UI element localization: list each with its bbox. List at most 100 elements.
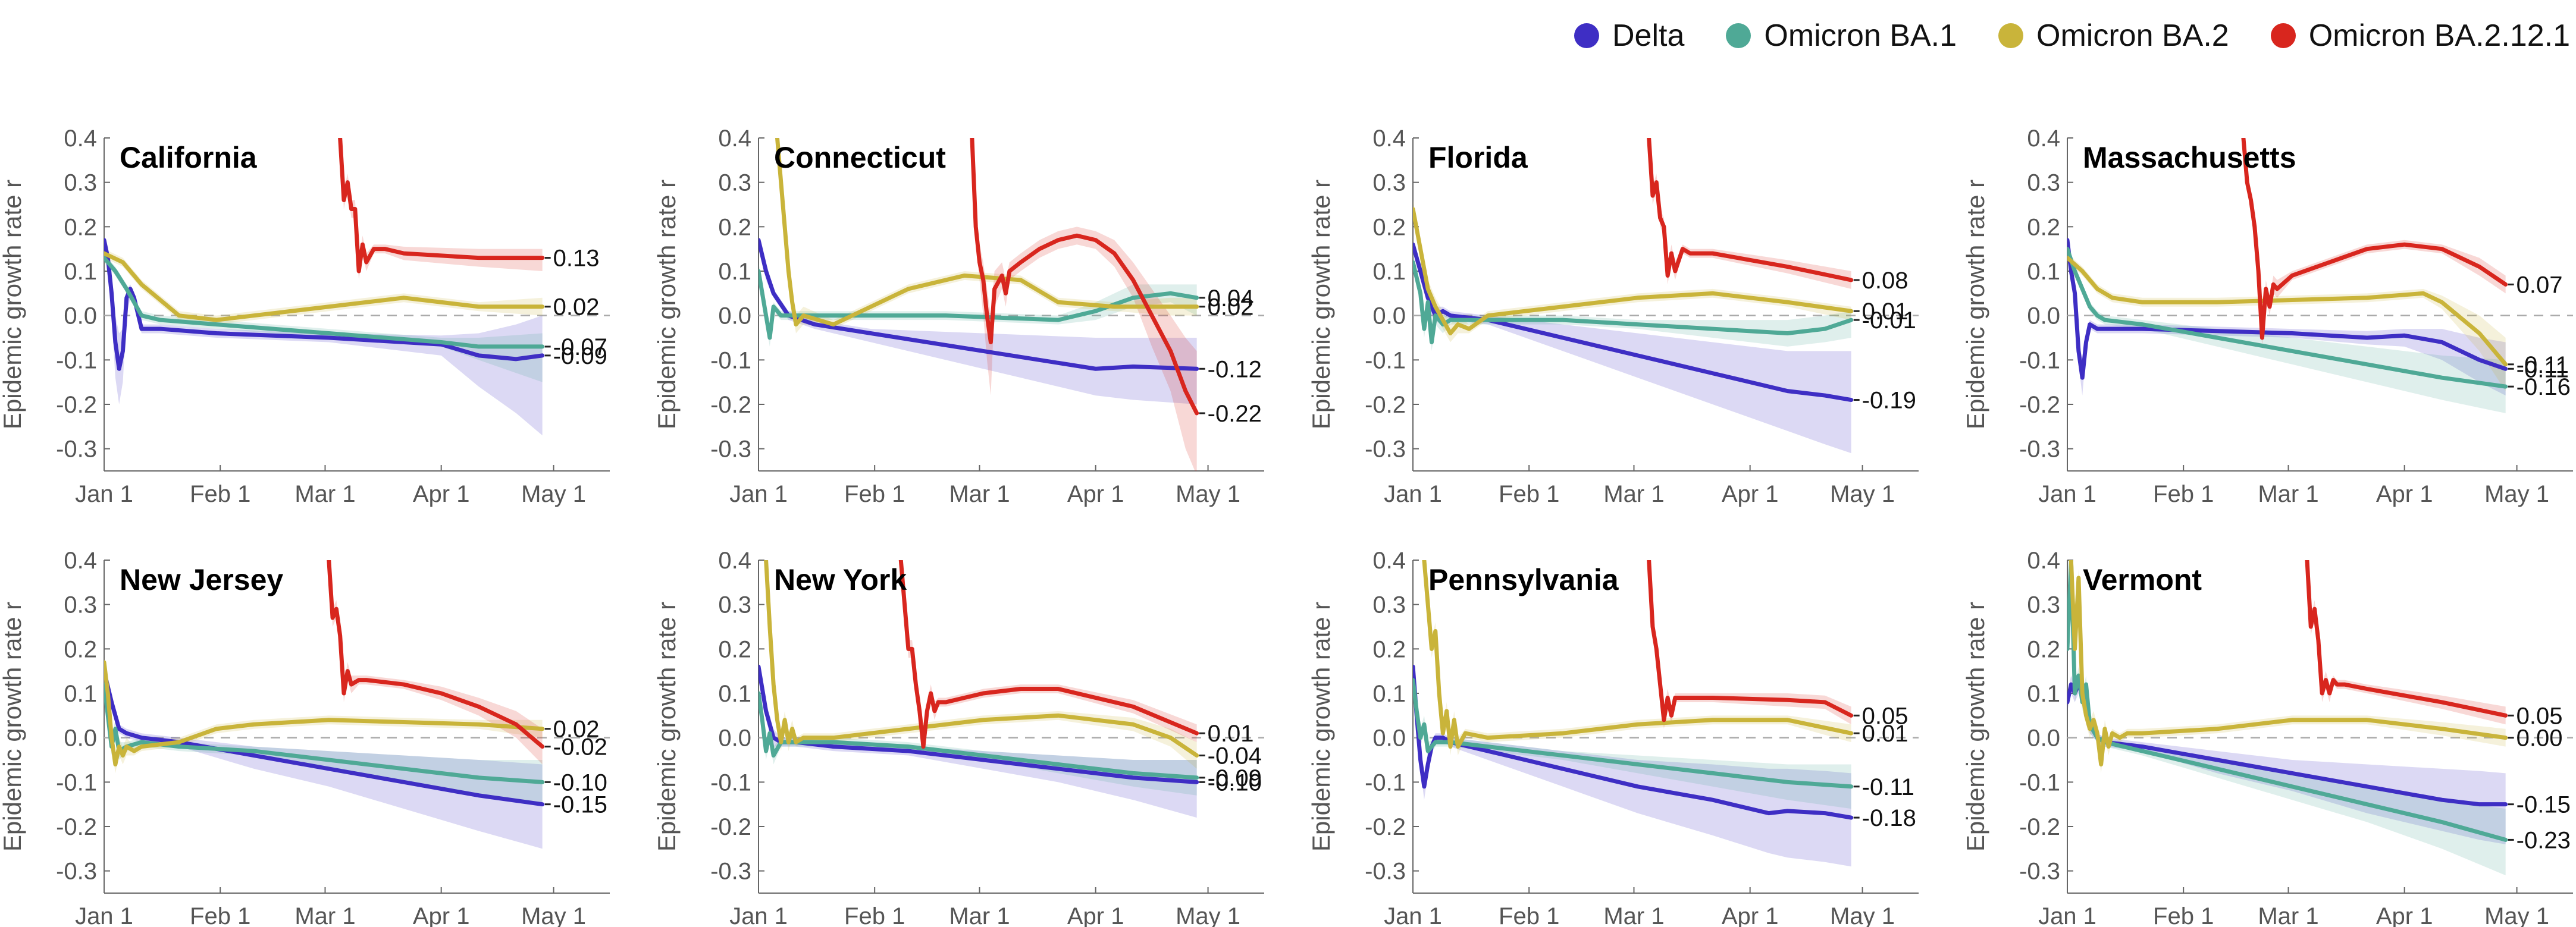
end-label-omicron-ba-2: -0.11: [2517, 352, 2569, 378]
x-tick-label: Mar 1: [1603, 481, 1664, 507]
y-tick-label: 0.4: [2027, 125, 2060, 152]
legend-item-delta: Delta: [1574, 18, 1684, 54]
y-tick-label: -0.1: [710, 769, 751, 796]
x-tick-label: Feb 1: [2153, 903, 2214, 927]
end-label-omicron-ba-1: -0.01: [1862, 307, 1916, 334]
line-omicron-ba-2-12-1: [1647, 138, 1854, 282]
panel-california: 0.4 0.3 0.2 0.1 0.0 -0.1 -0.2 -0.3 Jan 1 Feb 1 Mar…: [0, 125, 610, 507]
legend: Delta Omicron BA.1 Omicron BA.2 Omicron …: [1533, 18, 2570, 54]
end-label-omicron-ba-2-12-1: 0.08: [1862, 268, 1909, 294]
line-omicron-ba-2: [1422, 560, 1854, 749]
legend-item-omicron-ba2121: Omicron BA.2.12.1: [2270, 18, 2570, 54]
y-tick-label: 0.0: [1372, 725, 1406, 752]
y-tick-label: 0.0: [718, 303, 751, 329]
y-tick-label: 0.1: [1372, 681, 1406, 707]
y-tick-label: 0.2: [2027, 636, 2060, 662]
x-tick-label: Mar 1: [294, 903, 355, 927]
end-label-omicron-ba-1: -0.07: [553, 334, 607, 360]
end-label-omicron-ba-2-12-1: 0.05: [1862, 703, 1909, 729]
x-tick-label: May 1: [1830, 903, 1895, 927]
line-omicron-ba-2: [764, 560, 1199, 758]
end-label-omicron-ba-2-12-1: 0.05: [2517, 703, 2563, 729]
y-tick-label: -0.2: [1365, 814, 1406, 840]
y-tick-label: -0.1: [2019, 769, 2060, 796]
y-tick-label: 0.3: [2027, 170, 2060, 196]
x-tick-label: Mar 1: [2258, 903, 2318, 927]
end-label-delta: -0.11: [2517, 356, 2569, 382]
y-tick-label: -0.2: [56, 814, 97, 840]
y-tick-label: 0.2: [1372, 636, 1406, 662]
band-delta: [759, 240, 1197, 404]
plot-area: [1413, 560, 1854, 867]
line-delta: [104, 238, 545, 371]
x-tick-label: Jan 1: [75, 903, 133, 927]
panel-new-york: 0.4 0.3 0.2 0.1 0.0 -0.1 -0.2 -0.3 Jan 1 Feb 1 Mar…: [653, 548, 1264, 927]
line-omicron-ba-2-12-1: [970, 138, 1199, 416]
y-tick-label: 0.1: [1372, 259, 1406, 285]
y-tick-label: 0.1: [2027, 681, 2060, 707]
y-axis-label: Epidemic growth rate r: [0, 602, 26, 851]
x-tick-label: Feb 1: [844, 903, 905, 927]
y-tick-label: 0.0: [64, 303, 97, 329]
band-omicron-ba-2: [766, 560, 1197, 769]
y-tick-label: -0.2: [2019, 814, 2060, 840]
band-delta: [2067, 675, 2506, 844]
panel-florida: 0.4 0.3 0.2 0.1 0.0 -0.1 -0.2 -0.3 Jan 1 Feb 1 Mar…: [1307, 125, 1919, 507]
x-tick-label: Jan 1: [75, 481, 133, 507]
y-axis-label: Epidemic growth rate r: [1307, 602, 1335, 851]
end-label-delta: -0.12: [1208, 356, 1262, 382]
y-tick-label: -0.2: [56, 392, 97, 418]
end-label-omicron-ba-2: 0.02: [553, 717, 600, 743]
y-tick-label: 0.4: [64, 548, 97, 574]
legend-item-omicron-ba1: Omicron BA.1: [1726, 18, 1957, 54]
x-tick-label: Feb 1: [1499, 481, 1559, 507]
y-tick-label: -0.3: [710, 436, 751, 463]
x-tick-label: May 1: [1176, 903, 1240, 927]
y-tick-label: 0.1: [718, 259, 751, 285]
line-omicron-ba-2-12-1: [338, 138, 545, 274]
line-delta: [759, 238, 1199, 371]
y-tick-label: 0.4: [718, 548, 751, 574]
x-tick-label: Apr 1: [1067, 481, 1124, 507]
y-tick-label: 0.0: [64, 725, 97, 752]
y-tick-label: -0.3: [2019, 436, 2060, 463]
legend-swatch-delta: [1574, 23, 1599, 48]
x-tick-label: Jan 1: [2038, 481, 2096, 507]
x-tick-label: Apr 1: [1722, 481, 1779, 507]
legend-swatch-omicron-ba2121: [2270, 23, 2296, 48]
y-tick-label: -0.1: [56, 769, 97, 796]
end-label-delta: -0.10: [1208, 769, 1262, 796]
end-label-omicron-ba-2-12-1: -0.02: [553, 734, 607, 761]
y-tick-label: 0.0: [1372, 303, 1406, 329]
plot-area: [104, 560, 545, 849]
y-tick-label: 0.3: [718, 592, 751, 618]
y-tick-label: 0.2: [64, 636, 97, 662]
band-omicron-ba-2: [1424, 560, 1851, 756]
line-omicron-ba-1: [104, 256, 545, 349]
band-omicron-ba-2-12-1: [901, 560, 1197, 756]
band-omicron-ba-2-12-1: [2307, 560, 2506, 725]
line-omicron-ba-2-12-1: [1647, 560, 1854, 722]
y-tick-label: 0.4: [64, 125, 97, 152]
y-tick-label: -0.3: [2019, 859, 2060, 885]
y-tick-label: 0.4: [718, 125, 751, 152]
y-tick-label: 0.2: [64, 214, 97, 240]
end-label-delta: -0.15: [2517, 792, 2571, 818]
x-tick-label: Jan 1: [1384, 481, 1442, 507]
end-label-omicron-ba-1: -0.11: [1862, 774, 1914, 800]
y-tick-label: 0.2: [2027, 214, 2060, 240]
x-tick-label: May 1: [2484, 903, 2549, 927]
x-tick-label: Feb 1: [190, 481, 250, 507]
x-tick-label: Feb 1: [2153, 481, 2214, 507]
y-tick-label: -0.1: [1365, 347, 1406, 373]
y-tick-label: 0.1: [64, 681, 97, 707]
line-delta: [759, 664, 1199, 784]
x-tick-label: Mar 1: [2258, 481, 2318, 507]
end-label-omicron-ba-2: 0.01: [1862, 298, 1909, 325]
x-tick-label: May 1: [1830, 481, 1895, 507]
y-tick-label: -0.2: [1365, 392, 1406, 418]
x-tick-label: Apr 1: [1722, 903, 1779, 927]
x-tick-label: Apr 1: [2376, 903, 2433, 927]
x-tick-label: Feb 1: [190, 903, 250, 927]
